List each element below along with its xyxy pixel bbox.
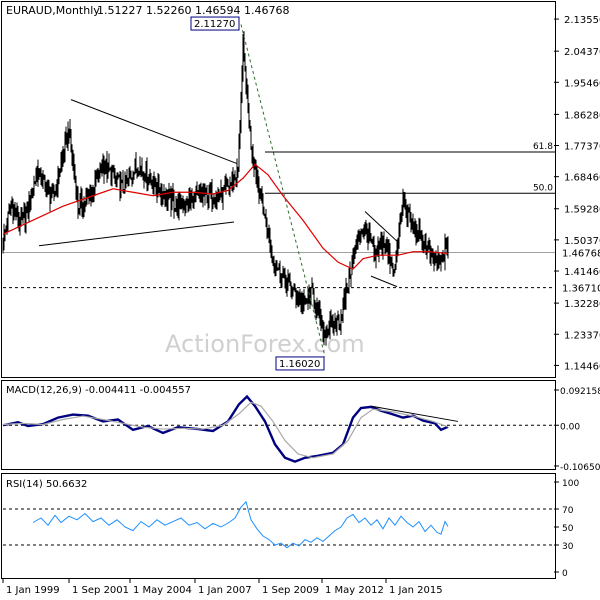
x-tick-label: 1 May 2012 (325, 585, 384, 596)
trendline (364, 211, 398, 242)
macd-line (2, 394, 449, 463)
rsi-y-tick-label: 100 (562, 479, 579, 489)
macd-lines (2, 394, 555, 463)
current-price-label: 1.46768 (562, 248, 600, 259)
price-annotation-label: 1.16020 (279, 359, 320, 370)
price-y-tick-label: 1.23370 (564, 330, 600, 341)
current-price-bg (557, 245, 600, 260)
moving-average (2, 163, 449, 270)
macd-y-tick-label: -0.106503 (560, 463, 600, 473)
macd-trendline (370, 405, 459, 422)
rsi-panel-frame (1, 473, 556, 579)
price-annotation-box (190, 16, 240, 31)
rsi-y-axis: 100 70 50 30 0 (554, 479, 579, 579)
price-y-tick-label: 1.50370 (564, 236, 600, 247)
x-tick-label: 1 Sep 2001 (72, 585, 129, 596)
rsi-y-tick-label: 70 (562, 506, 574, 516)
x-tick-label: 1 Sep 2009 (262, 585, 319, 596)
rsi-panel: RSI(14) 50.6632 100 70 50 30 0 (1, 473, 579, 579)
price-y-tick-label: 1.32280 (564, 299, 600, 310)
trendline (370, 275, 398, 288)
ohlc-values: 1.51227 1.52260 1.46594 1.46768 (97, 4, 289, 17)
support-level-label: 1.36710 (562, 284, 600, 295)
rsi-y-tick-label: 30 (562, 542, 574, 552)
rsi-y-tick-label: 0 (562, 569, 568, 579)
price-annotation-label: 2.11270 (194, 19, 235, 30)
x-tick-label: 1 May 2004 (133, 585, 192, 596)
symbol-label: EURAUD,Monthly (6, 4, 100, 17)
price-y-tick-label: 1.41460 (564, 267, 600, 278)
price-y-tick-label: 1.59280 (564, 205, 600, 216)
macd-y-axis: 0.092158 0.00 -0.106503 (554, 387, 600, 473)
price-y-tick-label: 1.14460 (564, 361, 600, 372)
x-tick-label: 1 Jan 2007 (198, 585, 252, 596)
macd-y-tick-label: 0.00 (560, 422, 580, 432)
fib-level-label: 61.8 (533, 142, 553, 152)
x-tick-label: 1 Jan 2015 (389, 585, 443, 596)
trendline (38, 221, 235, 247)
watermark: ActionForex.com (165, 330, 365, 358)
price-y-axis: 2.13550 2.04370 1.95460 1.86280 1.77370 1.684… (554, 15, 600, 372)
signal-line (2, 401, 449, 459)
macd-y-tick-label: 0.092158 (560, 387, 600, 397)
fib-level-label: 50.0 (533, 183, 553, 193)
moving-average-line (2, 163, 449, 270)
rsi-y-tick-label: 50 (562, 524, 574, 534)
price-bars (2, 31, 449, 346)
x-tick-label: 1 Jan 1999 (6, 585, 60, 596)
support-level-bg (557, 280, 600, 295)
rsi-line (32, 500, 449, 549)
price-y-tick-label: 1.68460 (564, 173, 600, 184)
price-y-tick-label: 2.04370 (564, 47, 600, 58)
rsi-lines (3, 500, 555, 549)
trendline (70, 99, 238, 165)
rsi-title: RSI(14) 50.6632 (6, 479, 87, 490)
price-y-tick-label: 2.13550 (564, 15, 600, 26)
price-panel: EURAUD,Monthly 1.51227 1.52260 1.46594 1… (1, 1, 600, 378)
price-levels: 1.36710 1.46768 61.8 50.0 (3, 142, 600, 295)
price-y-tick-label: 1.95460 (564, 78, 600, 89)
trendlines (38, 24, 398, 357)
price-annotations: 2.11270 1.16020 (190, 16, 325, 371)
price-y-tick-label: 1.86280 (564, 110, 600, 121)
price-annotation-box (275, 356, 325, 371)
macd-title: MACD(12,26,9) -0.004411 -0.004557 (6, 385, 191, 396)
macd-panel: MACD(12,26,9) -0.004411 -0.004557 0.0921… (1, 380, 600, 473)
price-y-tick-label: 1.77370 (564, 142, 600, 153)
x-axis: 1 Jan 1999 1 Sep 2001 1 May 2004 1 Jan 2007… (2, 578, 443, 596)
